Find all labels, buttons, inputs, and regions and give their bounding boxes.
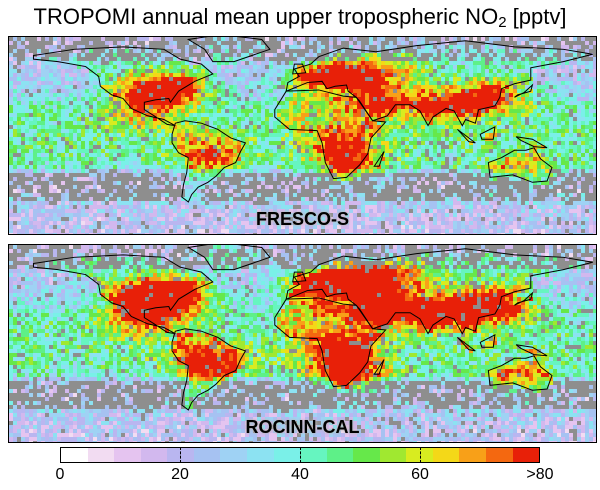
- coastline: [487, 147, 553, 183]
- coastline: [514, 83, 534, 98]
- title-unit: [pptv]: [512, 4, 567, 29]
- colorbar-segment: [114, 448, 141, 462]
- coastline: [373, 359, 385, 375]
- colorbar-segment: [406, 448, 433, 462]
- colorbar-segment: [87, 448, 115, 462]
- coastline: [186, 245, 271, 271]
- colorbar-segment: [140, 448, 168, 462]
- coastline: [171, 120, 247, 203]
- title-main: TROPOMI annual mean upper tropospheric N…: [33, 4, 499, 29]
- colorbar-tick-label: 40: [291, 466, 309, 483]
- coastline: [292, 271, 307, 283]
- colorbar-tick-label: 60: [411, 466, 429, 483]
- map-panel-fresco-s: FRESCO-S: [8, 36, 597, 235]
- coastline: [274, 89, 387, 180]
- colorbar-segment: [246, 448, 274, 462]
- colorbar-segment: [432, 448, 460, 462]
- colorbar-segment: [486, 448, 513, 462]
- colorbar-tick: [180, 447, 181, 463]
- panel-label-rocinn-cal: ROCINN-CAL: [245, 417, 360, 437]
- coastline: [186, 37, 271, 63]
- coastline: [32, 46, 214, 127]
- coastline: [285, 40, 593, 127]
- coastline: [274, 297, 387, 388]
- coastline: [514, 291, 534, 306]
- colorbar-tick: [300, 447, 301, 463]
- coastline: [285, 248, 593, 335]
- colorbar-segment: [273, 448, 301, 462]
- coastline: [479, 126, 496, 140]
- colorbar-segment: [300, 448, 327, 462]
- colorbar-tick-label: 0: [55, 466, 65, 483]
- colorbar-tick-label: 20: [171, 466, 189, 483]
- colorbar-segment: [512, 448, 540, 462]
- colorbar-segment: [459, 448, 486, 462]
- coastline: [32, 254, 214, 335]
- coastline: [457, 128, 476, 144]
- map-panel-rocinn-cal: ROCINN-CAL: [8, 244, 597, 443]
- colorbar-segment: [61, 448, 88, 462]
- coastline: [373, 151, 385, 167]
- no2-map-fresco-s: [9, 37, 596, 234]
- colorbar-segment: [193, 448, 221, 462]
- coastline: [515, 344, 548, 357]
- coastline: [479, 334, 496, 348]
- coastline: [487, 355, 553, 391]
- colorbar-tick: [420, 447, 421, 463]
- coastline: [515, 136, 548, 149]
- figure-title: TROPOMI annual mean upper tropospheric N…: [0, 0, 600, 34]
- coastline: [292, 63, 307, 75]
- panel-label-fresco-s: FRESCO-S: [255, 209, 349, 229]
- coastline: [171, 328, 247, 411]
- title-subscript: 2: [498, 14, 507, 31]
- coastline: [457, 336, 476, 352]
- colorbar-segment: [379, 448, 407, 462]
- colorbar-tick-label: >80: [526, 466, 554, 483]
- colorbar-segment: [326, 448, 354, 462]
- colorbar-segment: [353, 448, 380, 462]
- no2-map-rocinn-cal: [9, 245, 596, 442]
- colorbar-segment: [220, 448, 247, 462]
